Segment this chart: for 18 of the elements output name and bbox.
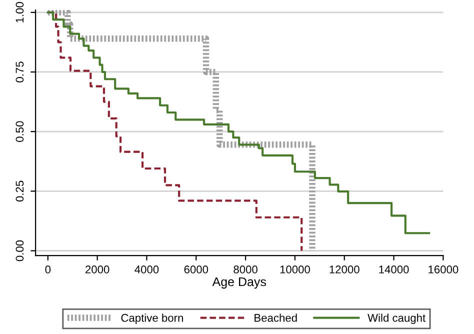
x-tick-label: 2000 [86,266,110,274]
x-tick-label: 10000 [280,266,310,274]
legend-label: Beached [254,314,297,322]
x-tick-label: 6000 [184,266,208,274]
y-tick-label: 0.50 [16,121,24,142]
y-tick-label: 0.00 [16,240,24,262]
x-axis-title: Age Days [212,277,266,289]
x-tick-label: 4000 [134,266,159,274]
y-tick-label: 1.00 [16,2,24,22]
x-tick-label: 12000 [330,266,360,274]
x-tick-label: 14000 [379,266,409,274]
x-tick-label: 16000 [428,266,458,274]
legend-label: Wild caught [368,314,426,324]
y-tick-label: 0.25 [16,180,24,202]
y-tick-label: 0.75 [16,62,24,82]
legend-label: Captive born [121,314,183,324]
x-tick-label: 8000 [234,266,258,274]
x-tick-label: 0 [45,266,51,274]
